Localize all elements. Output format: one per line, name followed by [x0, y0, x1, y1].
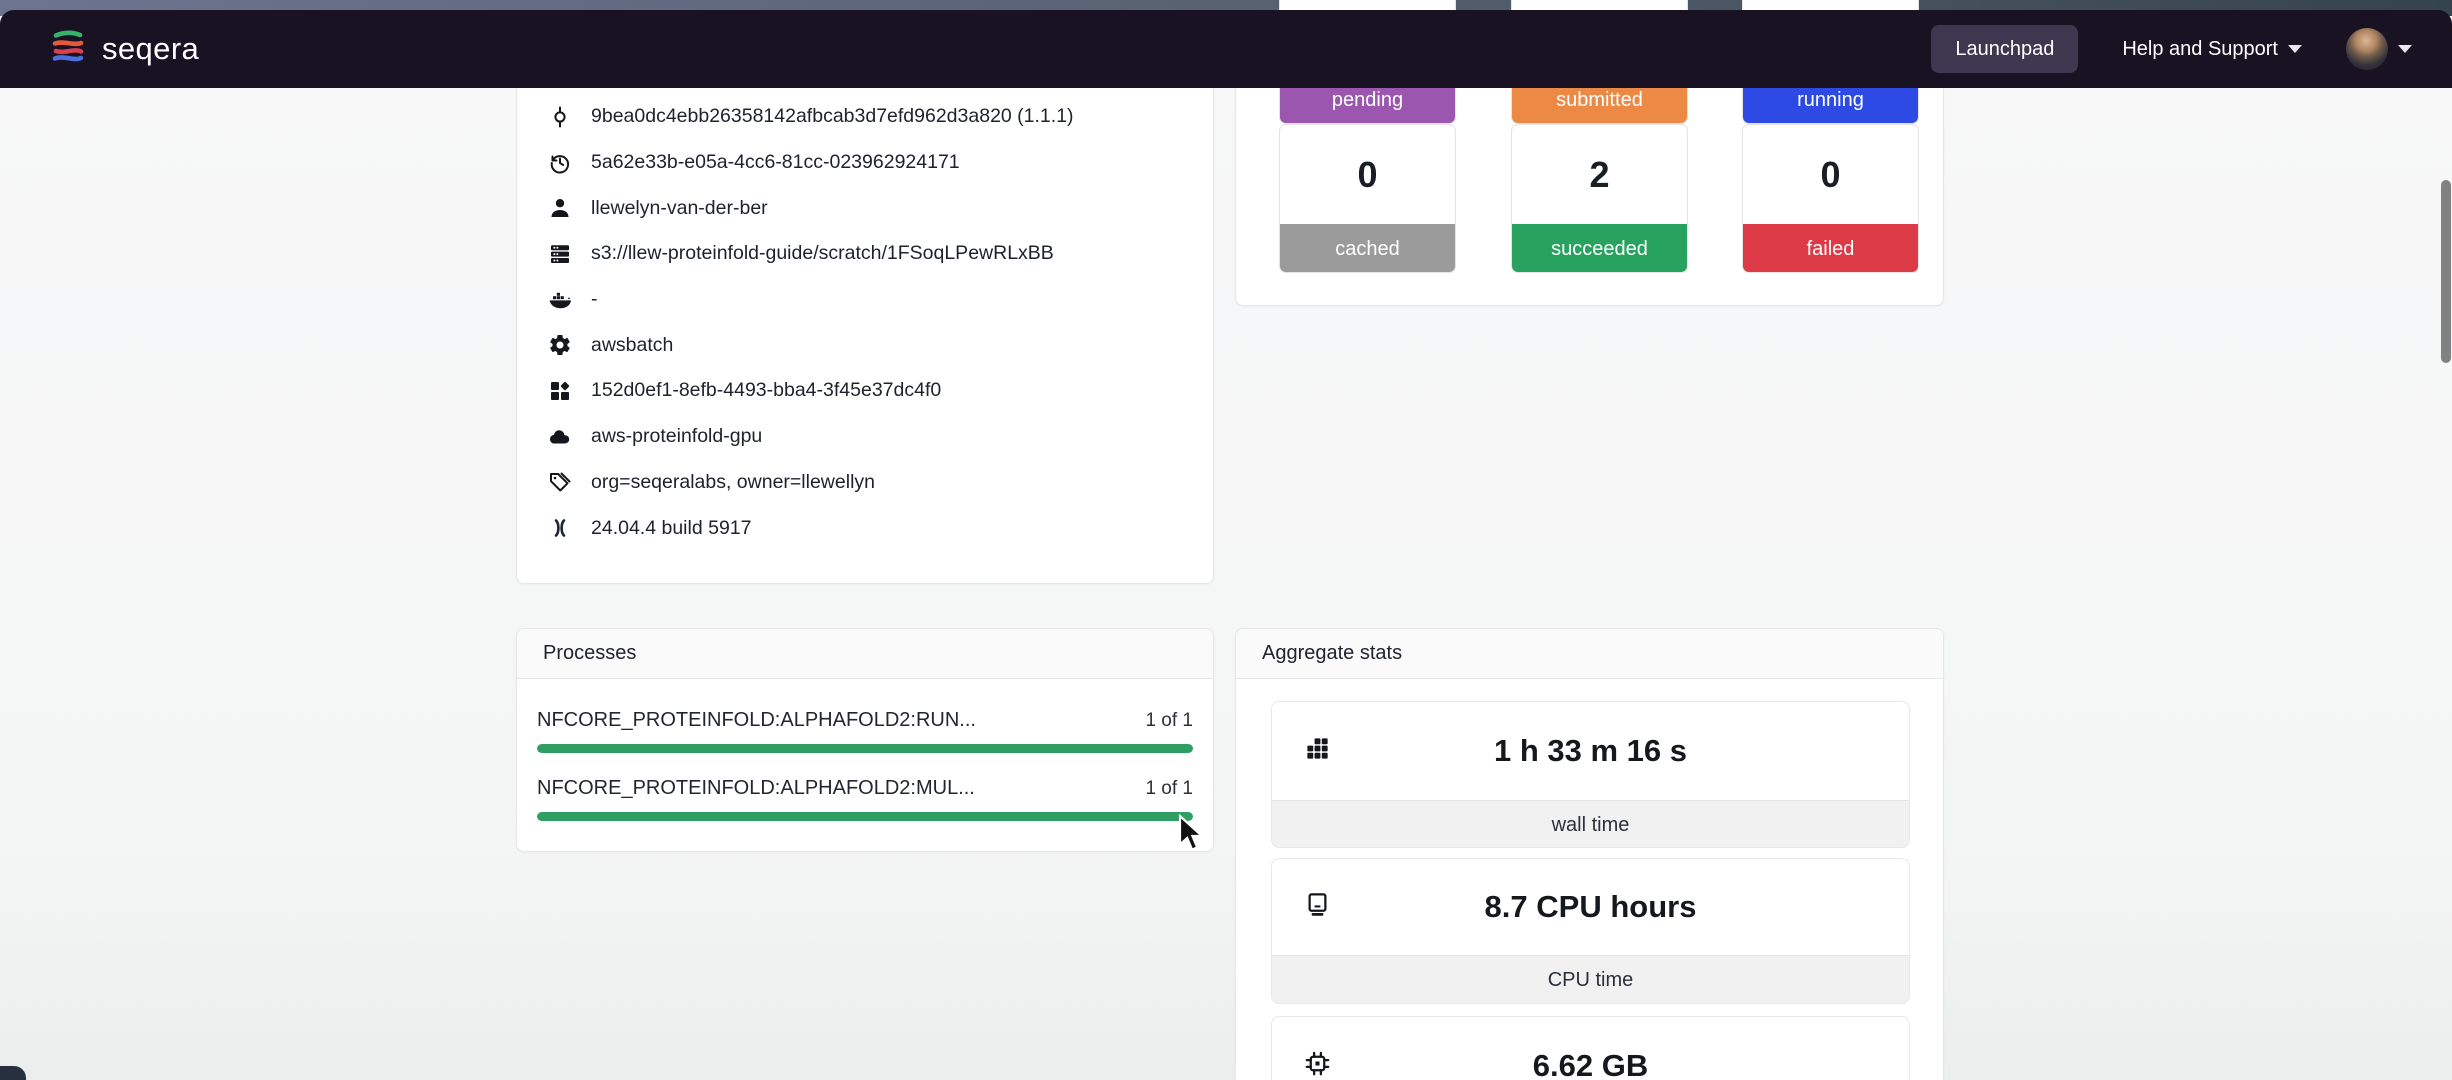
aggregate-stats-header: Aggregate stats [1236, 629, 1943, 679]
compute-env-name: aws-proteinfold-gpu [591, 425, 763, 448]
help-and-support-label: Help and Support [2122, 37, 2278, 60]
metadata-row-session: 5a62e33b-e05a-4cc6-81cc-023962924171 [517, 140, 1213, 186]
processes-header: Processes [517, 629, 1213, 679]
commit-id: 9bea0dc4ebb26358142afbcab3d7efd962d3a820… [591, 105, 1074, 128]
vertical-scrollbar-thumb[interactable] [2441, 180, 2451, 363]
cpu-time-label: CPU time [1272, 955, 1909, 1003]
top-navbar: seqera Launchpad Help and Support [0, 10, 2452, 88]
session-id: 5a62e33b-e05a-4cc6-81cc-023962924171 [591, 151, 960, 174]
chip-icon [1304, 1050, 1331, 1080]
docker-icon [547, 288, 573, 312]
status-box-succeeded: 2 succeeded [1511, 124, 1688, 273]
launchpad-button[interactable]: Launchpad [1931, 25, 2079, 73]
process-count: 1 of 1 [1145, 778, 1193, 799]
logo-wordmark: seqera [102, 31, 200, 66]
blocks-icon [547, 379, 573, 403]
username: llewelyn-van-der-ber [591, 196, 768, 219]
metadata-row-labels: org=seqeralabs, owner=llewellyn [517, 460, 1213, 506]
gear-icon [547, 333, 573, 357]
server-icon [547, 242, 573, 266]
tags-icon [547, 470, 573, 494]
stat-memory: 6.62 GB [1271, 1016, 1910, 1080]
user-menu[interactable] [2346, 28, 2412, 70]
stat-cpu-time: 8.7 CPU hours CPU time [1271, 858, 1910, 1004]
user-icon [547, 196, 573, 220]
git-commit-icon [547, 105, 573, 129]
brand[interactable]: seqera [48, 27, 199, 72]
container-value: - [591, 288, 598, 311]
history-icon [547, 151, 573, 175]
status-label-failed: failed [1743, 224, 1918, 272]
calendar-grid-icon [1304, 735, 1331, 767]
run-metadata-card: 9bea0dc4ebb26358142afbcab3d7efd962d3a820… [516, 40, 1214, 584]
process-count: 1 of 1 [1145, 710, 1193, 731]
window-corner-decoration [0, 1066, 26, 1080]
chevron-down-icon [2288, 45, 2302, 53]
processes-card: Processes NFCORE_PROTEINFOLD:ALPHAFOLD2:… [516, 628, 1214, 852]
status-label-succeeded: succeeded [1512, 224, 1687, 272]
status-label-cached: cached [1280, 224, 1455, 272]
computer-icon [1304, 891, 1331, 923]
work-directory: s3://llew-proteinfold-guide/scratch/1FSo… [591, 242, 1054, 265]
cloud-icon [547, 425, 573, 449]
metadata-row-compute-env: aws-proteinfold-gpu [517, 414, 1213, 460]
status-box-failed: 0 failed [1742, 124, 1919, 273]
metadata-row-workdir: s3://llew-proteinfold-guide/scratch/1FSo… [517, 231, 1213, 277]
cpu-hours-value: 8.7 CPU hours [1484, 889, 1697, 924]
compute-env-id: 152d0ef1-8efb-4493-bba4-3f45e37dc4f0 [591, 379, 942, 402]
process-row[interactable]: NFCORE_PROTEINFOLD:ALPHAFOLD2:MUL... 1 o… [537, 777, 1193, 821]
chevron-down-icon [2398, 45, 2412, 53]
process-progress-bar [537, 744, 1193, 753]
labels: org=seqeralabs, owner=llewellyn [591, 470, 875, 493]
executor: awsbatch [591, 333, 674, 356]
mouse-cursor [1178, 813, 1212, 857]
wall-time-value: 1 h 33 m 16 s [1493, 733, 1687, 768]
metadata-row-nextflow-version: 24.04.4 build 5917 [517, 505, 1213, 551]
process-name: NFCORE_PROTEINFOLD:ALPHAFOLD2:RUN... [537, 709, 976, 731]
status-box-cached: 0 cached [1279, 124, 1456, 273]
avatar [2346, 28, 2388, 70]
process-progress-bar [537, 812, 1193, 821]
help-and-support-menu[interactable]: Help and Support [2122, 38, 2302, 61]
seqera-logo-icon [48, 27, 88, 72]
cached-count: 0 [1357, 153, 1378, 195]
memory-value: 6.62 GB [1532, 1048, 1649, 1080]
nextflow-icon [547, 516, 573, 540]
stat-wall-time: 1 h 33 m 16 s wall time [1271, 701, 1910, 848]
metadata-row-compute-env-id: 152d0ef1-8efb-4493-bba4-3f45e37dc4f0 [517, 368, 1213, 414]
succeeded-count: 2 [1589, 153, 1610, 195]
failed-count: 0 [1820, 153, 1841, 195]
nextflow-version: 24.04.4 build 5917 [591, 516, 752, 539]
process-name: NFCORE_PROTEINFOLD:ALPHAFOLD2:MUL... [537, 777, 975, 799]
wall-time-label: wall time [1272, 800, 1909, 847]
metadata-row-executor: awsbatch [517, 322, 1213, 368]
process-row[interactable]: NFCORE_PROTEINFOLD:ALPHAFOLD2:RUN... 1 o… [537, 709, 1193, 753]
aggregate-stats-card: Aggregate stats 1 h 33 m 16 s wall time … [1235, 628, 1944, 1080]
metadata-row-commit: 9bea0dc4ebb26358142afbcab3d7efd962d3a820… [517, 94, 1213, 140]
metadata-row-container: - [517, 277, 1213, 323]
metadata-row-user: llewelyn-van-der-ber [517, 185, 1213, 231]
